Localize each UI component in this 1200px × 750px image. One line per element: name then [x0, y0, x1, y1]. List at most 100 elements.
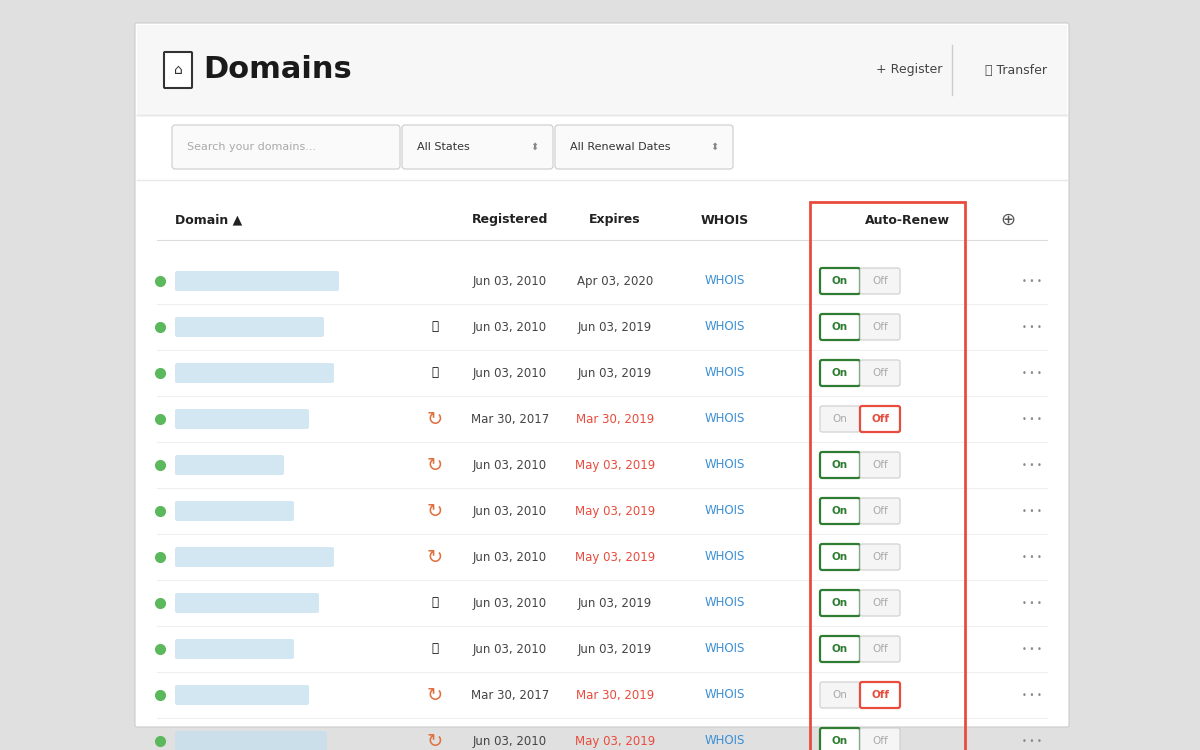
- Text: Expires: Expires: [589, 214, 641, 226]
- Text: Off: Off: [872, 552, 888, 562]
- Text: Domains: Domains: [203, 56, 352, 85]
- FancyBboxPatch shape: [175, 547, 334, 567]
- Text: WHOIS: WHOIS: [704, 413, 745, 425]
- FancyBboxPatch shape: [175, 593, 319, 613]
- Text: Off: Off: [871, 690, 889, 700]
- Bar: [137, 115, 1067, 180]
- Text: ↻: ↻: [427, 455, 443, 475]
- FancyBboxPatch shape: [164, 52, 192, 88]
- Text: • • •: • • •: [1022, 736, 1042, 746]
- Text: Off: Off: [872, 322, 888, 332]
- FancyBboxPatch shape: [402, 125, 553, 169]
- Text: On: On: [832, 460, 848, 470]
- Text: WHOIS: WHOIS: [704, 596, 745, 610]
- FancyBboxPatch shape: [860, 314, 900, 340]
- FancyBboxPatch shape: [860, 268, 900, 294]
- Text: Off: Off: [872, 276, 888, 286]
- Text: 🔒: 🔒: [432, 596, 438, 610]
- Text: Off: Off: [872, 598, 888, 608]
- FancyBboxPatch shape: [175, 455, 284, 475]
- FancyBboxPatch shape: [820, 360, 860, 386]
- Text: ⌂: ⌂: [174, 63, 182, 77]
- Text: Jun 03, 2010: Jun 03, 2010: [473, 458, 547, 472]
- Text: WHOIS: WHOIS: [704, 320, 745, 334]
- FancyBboxPatch shape: [860, 406, 900, 432]
- Text: Mar 30, 2017: Mar 30, 2017: [470, 688, 550, 701]
- Text: WHOIS: WHOIS: [704, 274, 745, 287]
- Text: WHOIS: WHOIS: [704, 550, 745, 563]
- FancyBboxPatch shape: [175, 685, 310, 705]
- Text: ↻: ↻: [427, 548, 443, 566]
- FancyBboxPatch shape: [175, 363, 334, 383]
- FancyBboxPatch shape: [860, 452, 900, 478]
- FancyBboxPatch shape: [175, 501, 294, 521]
- FancyBboxPatch shape: [860, 544, 900, 570]
- Text: WHOIS: WHOIS: [704, 643, 745, 656]
- Text: WHOIS: WHOIS: [704, 505, 745, 518]
- FancyBboxPatch shape: [860, 682, 900, 708]
- FancyBboxPatch shape: [820, 728, 860, 750]
- Text: ⮐ Transfer: ⮐ Transfer: [985, 64, 1046, 76]
- FancyBboxPatch shape: [172, 125, 400, 169]
- FancyBboxPatch shape: [860, 590, 900, 616]
- Text: • • •: • • •: [1022, 553, 1042, 562]
- Text: May 03, 2019: May 03, 2019: [575, 458, 655, 472]
- FancyBboxPatch shape: [175, 317, 324, 337]
- FancyBboxPatch shape: [554, 125, 733, 169]
- Text: Mar 30, 2017: Mar 30, 2017: [470, 413, 550, 425]
- Text: • • •: • • •: [1022, 691, 1042, 700]
- Text: On: On: [832, 276, 848, 286]
- FancyBboxPatch shape: [175, 639, 294, 659]
- Bar: [810, 202, 965, 750]
- FancyBboxPatch shape: [860, 728, 900, 750]
- Text: ↻: ↻: [427, 502, 443, 520]
- FancyBboxPatch shape: [820, 590, 860, 616]
- Text: WHOIS: WHOIS: [704, 458, 745, 472]
- Text: Mar 30, 2019: Mar 30, 2019: [576, 413, 654, 425]
- Text: Jun 03, 2010: Jun 03, 2010: [473, 320, 547, 334]
- Text: • • •: • • •: [1022, 277, 1042, 286]
- Text: ⬍: ⬍: [530, 142, 538, 152]
- Text: All Renewal Dates: All Renewal Dates: [570, 142, 671, 152]
- Text: Off: Off: [872, 368, 888, 378]
- Text: • • •: • • •: [1022, 368, 1042, 377]
- Text: Off: Off: [871, 414, 889, 424]
- Text: 🔒: 🔒: [432, 367, 438, 380]
- Text: All States: All States: [418, 142, 469, 152]
- FancyBboxPatch shape: [820, 498, 860, 524]
- Text: Search your domains...: Search your domains...: [187, 142, 316, 152]
- Text: • • •: • • •: [1022, 598, 1042, 608]
- Text: Jun 03, 2010: Jun 03, 2010: [473, 643, 547, 656]
- Text: ↻: ↻: [427, 731, 443, 750]
- Text: WHOIS: WHOIS: [704, 734, 745, 748]
- Text: May 03, 2019: May 03, 2019: [575, 550, 655, 563]
- Text: WHOIS: WHOIS: [704, 367, 745, 380]
- Text: + Register: + Register: [876, 64, 942, 76]
- Text: Off: Off: [872, 460, 888, 470]
- Text: Registered: Registered: [472, 214, 548, 226]
- Text: On: On: [832, 506, 848, 516]
- Text: • • •: • • •: [1022, 460, 1042, 470]
- FancyBboxPatch shape: [134, 23, 1069, 727]
- Text: Jun 03, 2019: Jun 03, 2019: [578, 320, 652, 334]
- Text: On: On: [833, 690, 847, 700]
- Text: Mar 30, 2019: Mar 30, 2019: [576, 688, 654, 701]
- Text: Jun 03, 2019: Jun 03, 2019: [578, 643, 652, 656]
- Text: Off: Off: [872, 736, 888, 746]
- Text: Jun 03, 2019: Jun 03, 2019: [578, 596, 652, 610]
- FancyBboxPatch shape: [175, 731, 326, 750]
- Text: Auto-Renew: Auto-Renew: [865, 214, 950, 226]
- FancyBboxPatch shape: [860, 360, 900, 386]
- Text: Off: Off: [872, 506, 888, 516]
- Text: On: On: [832, 736, 848, 746]
- Text: On: On: [832, 598, 848, 608]
- Text: ↻: ↻: [427, 410, 443, 428]
- Text: Domain ▲: Domain ▲: [175, 214, 242, 226]
- Text: Jun 03, 2010: Jun 03, 2010: [473, 505, 547, 518]
- Bar: [137, 25, 1067, 115]
- Text: • • •: • • •: [1022, 506, 1042, 515]
- Text: On: On: [832, 322, 848, 332]
- Text: May 03, 2019: May 03, 2019: [575, 734, 655, 748]
- FancyBboxPatch shape: [860, 636, 900, 662]
- Text: Jun 03, 2010: Jun 03, 2010: [473, 274, 547, 287]
